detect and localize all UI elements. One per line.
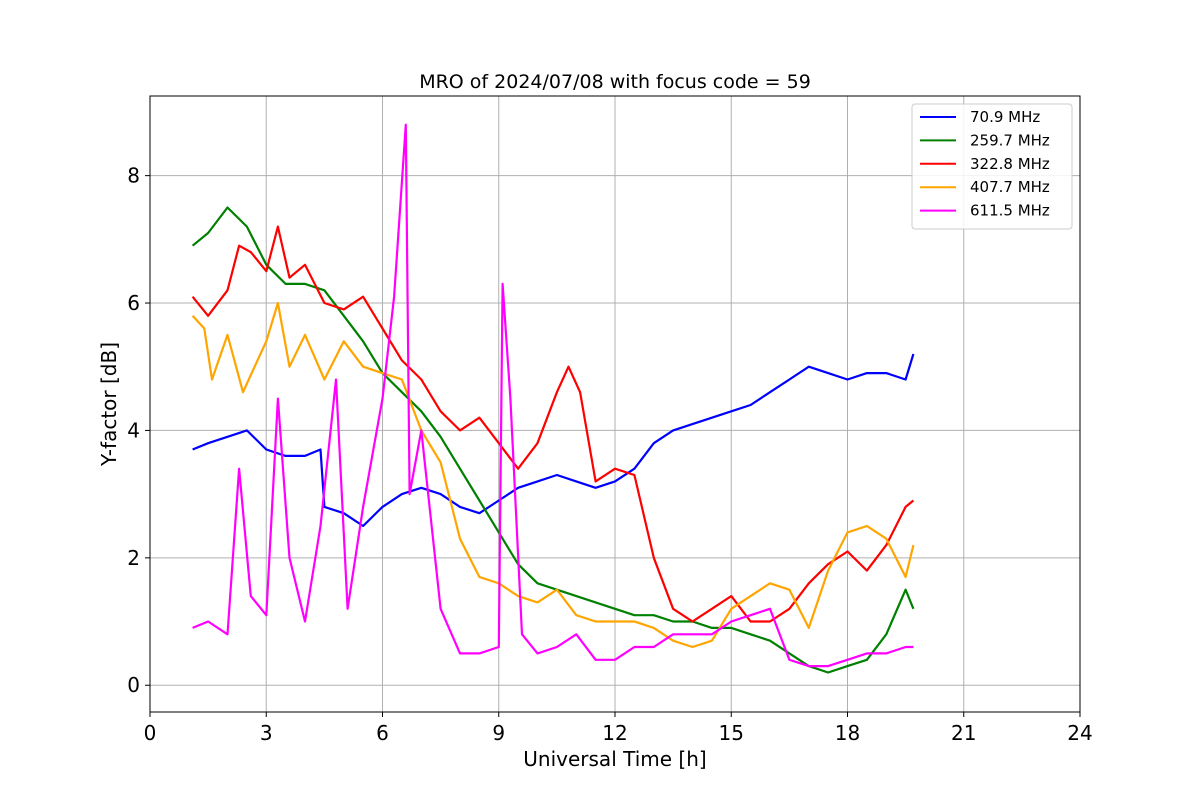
legend: 70.9 MHz 259.7 MHz 322.8 MHz 407.7 MHz 611.5… — [911, 103, 1073, 230]
legend-box — [911, 103, 1073, 230]
x-tick-label: 6 — [376, 721, 389, 745]
legend-label: 70.9 MHz — [970, 108, 1040, 126]
legend-label: 259.7 MHz — [970, 131, 1050, 149]
x-tick-label: 24 — [1067, 721, 1092, 745]
y-tick-label: 6 — [127, 291, 140, 315]
y-tick-label: 2 — [127, 546, 140, 570]
x-tick-label: 12 — [602, 721, 627, 745]
x-tick-label: 0 — [144, 721, 157, 745]
series-line-0 — [192, 353, 915, 528]
y-tick-label: 4 — [127, 418, 140, 442]
chart-title: MRO of 2024/07/08 with focus code = 59 — [419, 71, 811, 93]
legend-label: 407.7 MHz — [970, 178, 1050, 196]
legend-label: 611.5 MHz — [970, 202, 1050, 220]
series-line-3 — [191, 301, 915, 649]
x-tick-label: 18 — [835, 721, 860, 745]
series-line-4 — [192, 123, 914, 668]
x-tick-label: 15 — [719, 721, 744, 745]
series-line-2 — [191, 225, 915, 623]
x-tick-label: 3 — [260, 721, 273, 745]
x-tick-label: 21 — [951, 721, 976, 745]
y-axis-label: Y-factor [dB] — [97, 342, 121, 467]
legend-label: 322.8 MHz — [970, 155, 1050, 173]
x-tick-label: 9 — [492, 721, 505, 745]
series-layer — [191, 123, 915, 674]
grid — [149, 96, 1081, 712]
y-tick-label: 8 — [127, 164, 140, 188]
y-tick-label: 0 — [127, 673, 140, 697]
x-axis-label: Universal Time [h] — [523, 747, 706, 771]
